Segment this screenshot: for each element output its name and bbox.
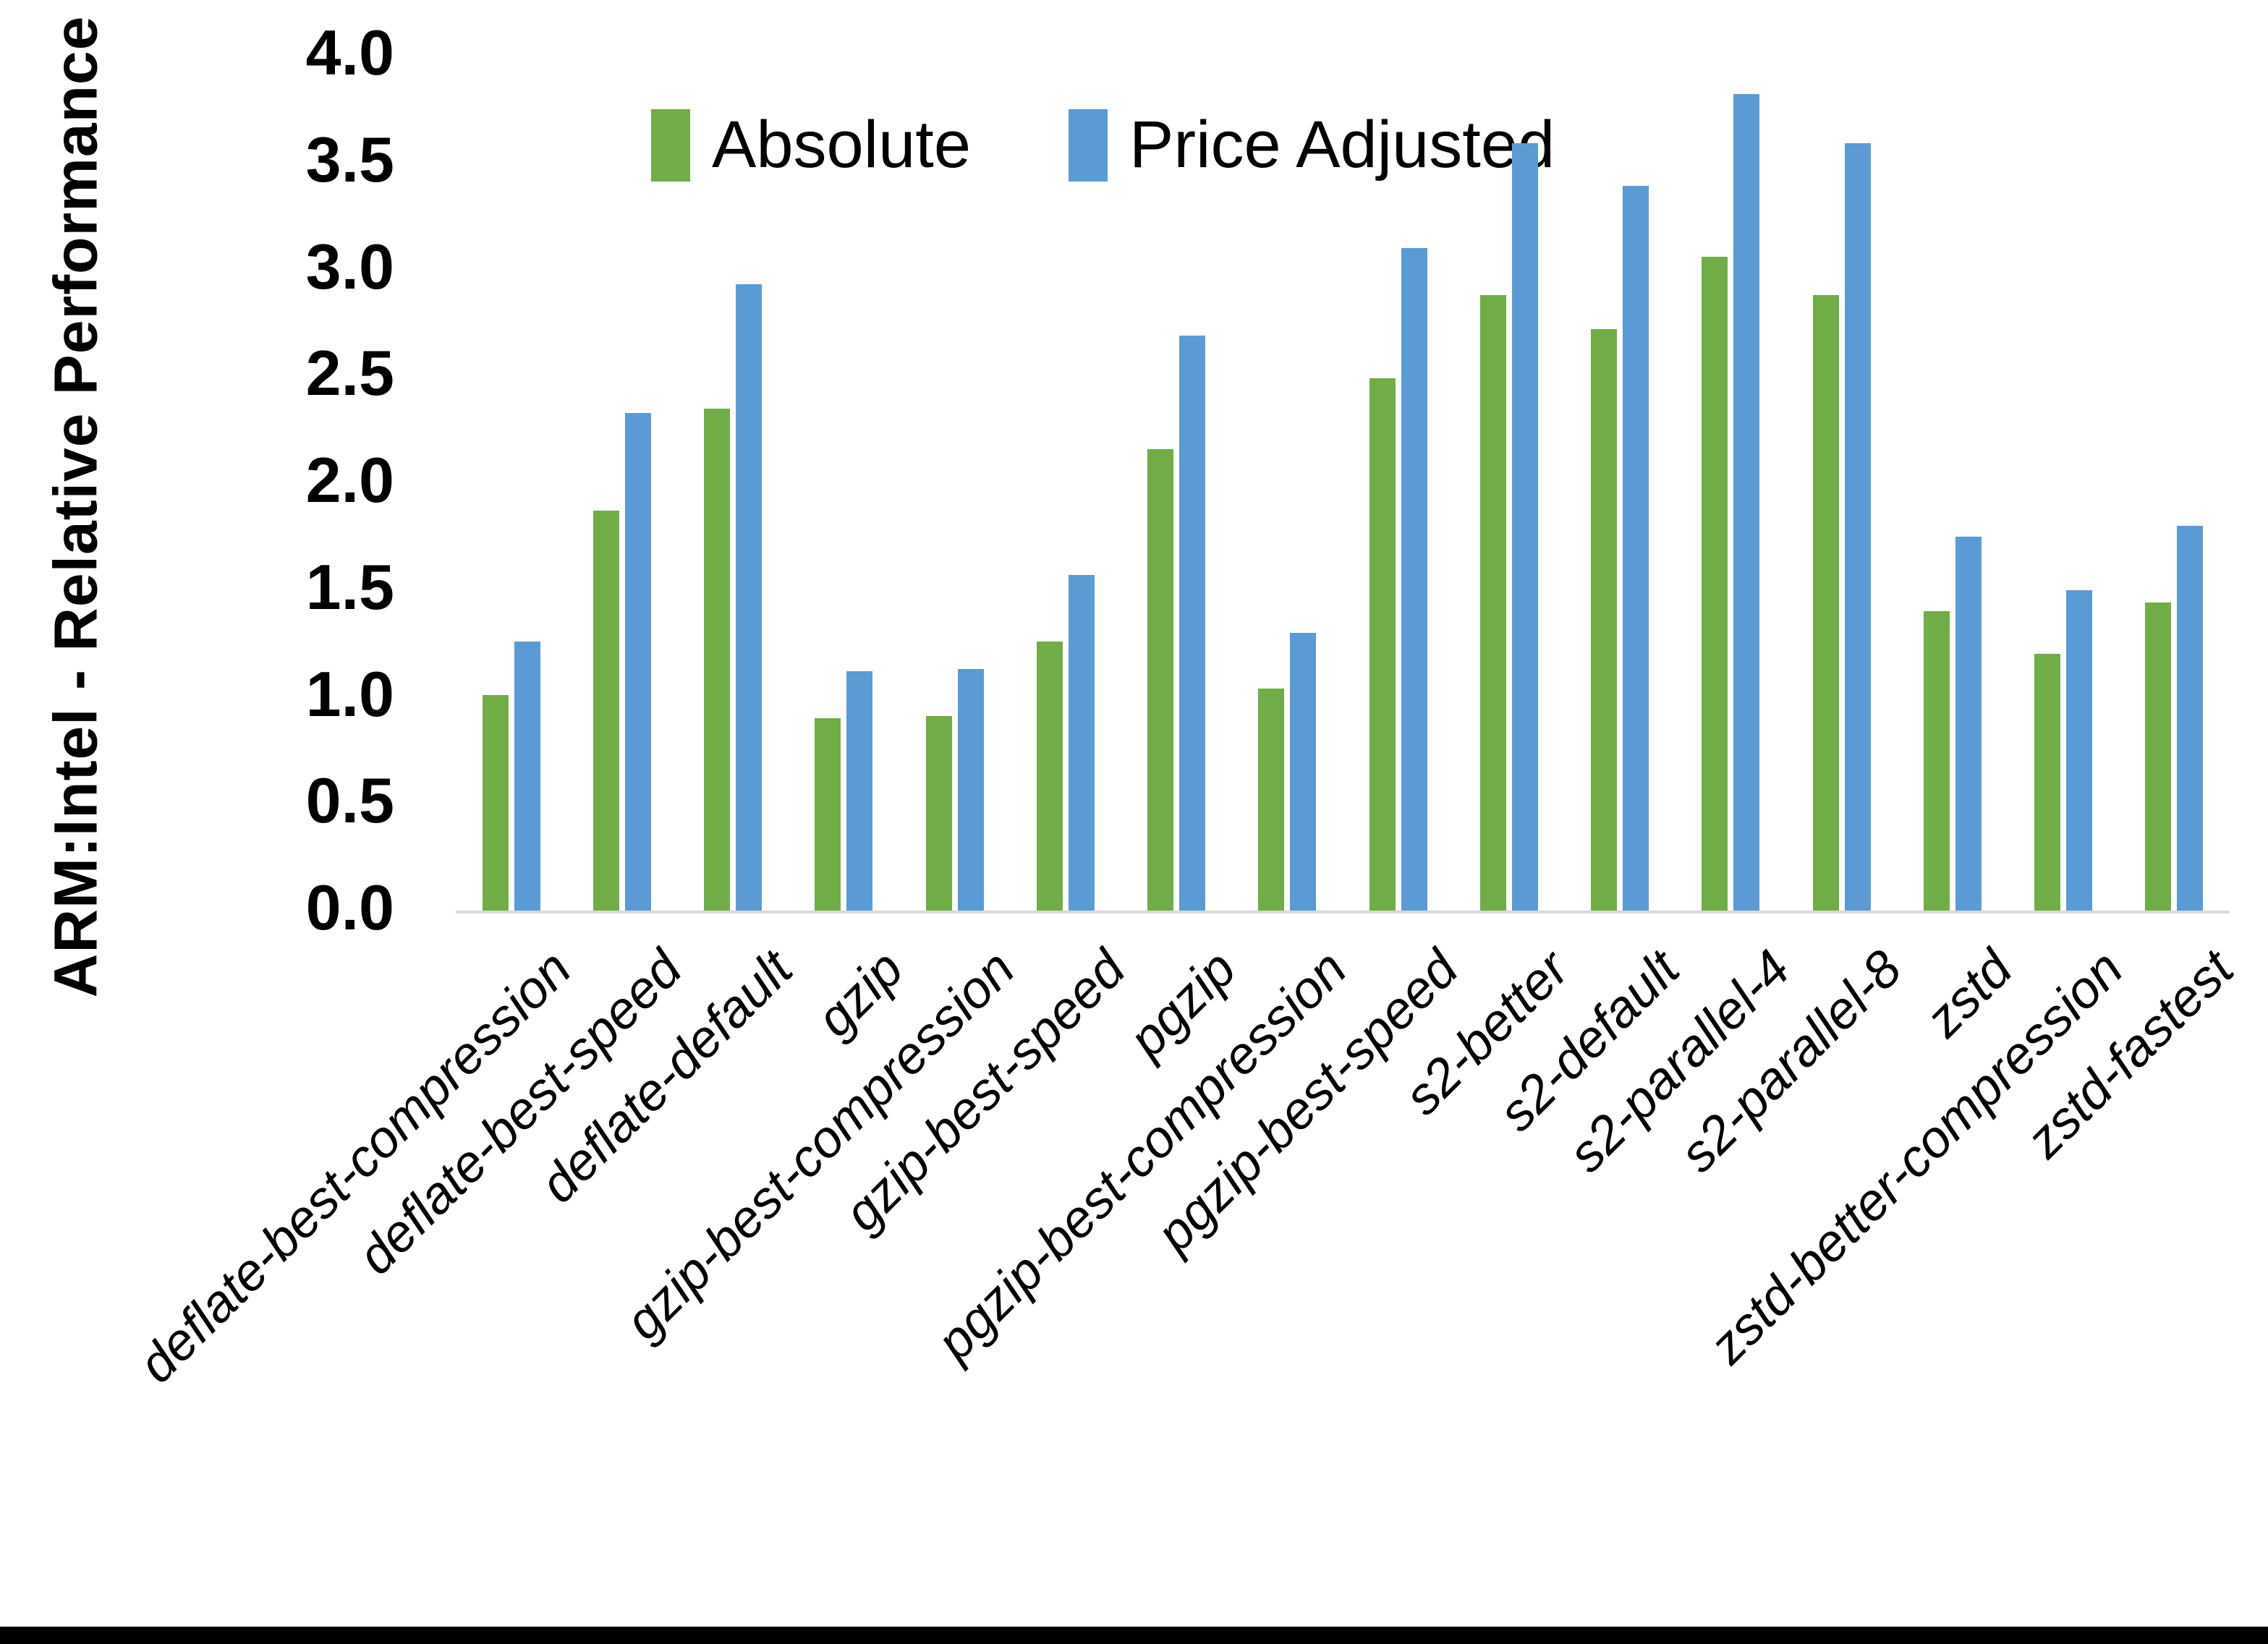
bar-absolute-s2-better: [1479, 294, 1506, 911]
bar-group-deflate-best-speed: [566, 56, 677, 911]
bar-price-adjusted-zstd: [1955, 536, 1982, 911]
bar-group-s2-parallel-4: [1675, 56, 1786, 911]
y-axis-tick-label-1.5: 1.5: [305, 550, 394, 623]
bar-absolute-deflate-default: [704, 408, 731, 911]
bar-group-pgzip-best-speed: [1343, 56, 1453, 911]
bar-absolute-zstd-fastest: [2145, 602, 2172, 911]
y-axis-tick-label-0.5: 0.5: [305, 764, 394, 837]
bar-absolute-s2-parallel-8: [1812, 294, 1839, 911]
bar-group-gzip-best-speed: [1010, 56, 1121, 911]
y-axis-tick-label-3.0: 3.0: [305, 230, 394, 302]
bar-price-adjusted-pgzip-best-compression: [1290, 632, 1317, 911]
legend-label-price-adjusted: Price Adjusted: [1129, 108, 1555, 182]
bar-group-deflate-default: [678, 56, 789, 911]
bar-absolute-zstd-better-compression: [2034, 654, 2061, 911]
legend: Absolute Price Adjusted: [651, 107, 1555, 183]
bar-price-adjusted-s2-default: [1623, 186, 1649, 911]
bar-price-adjusted-deflate-default: [736, 284, 763, 911]
bar-group-pgzip: [1121, 56, 1232, 911]
y-axis-tick-label-1.0: 1.0: [305, 657, 394, 730]
bar-group-gzip: [789, 56, 899, 911]
bar-price-adjusted-s2-parallel-4: [1733, 94, 1760, 911]
bar-price-adjusted-s2-parallel-8: [1844, 143, 1871, 911]
y-axis-tick-label-2.5: 2.5: [305, 337, 394, 409]
bar-absolute-zstd: [1923, 611, 1950, 911]
legend-label-absolute: Absolute: [712, 108, 972, 182]
bar-group-s2-better: [1453, 56, 1564, 911]
bar-group-s2-default: [1565, 56, 1675, 911]
bar-group-deflate-best-compression: [456, 56, 566, 911]
bar-price-adjusted-zstd-fastest: [2177, 526, 2204, 911]
bar-absolute-pgzip: [1147, 448, 1174, 911]
bar-price-adjusted-gzip-best-compression: [957, 669, 984, 911]
bar-group-gzip-best-compression: [899, 56, 1010, 911]
plot-area: [456, 56, 2230, 913]
y-axis-tick-label-4.0: 4.0: [305, 16, 394, 88]
bar-absolute-s2-parallel-4: [1702, 256, 1728, 911]
bar-absolute-deflate-best-speed: [593, 511, 619, 911]
bar-price-adjusted-deflate-best-speed: [624, 412, 651, 911]
legend-marker-absolute: [651, 108, 690, 182]
y-axis-title-text: ARM:Intel - Relative Performance: [41, 15, 110, 997]
bar-absolute-gzip-best-compression: [925, 716, 952, 911]
legend-marker-price-adjusted: [1069, 108, 1108, 182]
bottom-border: [0, 1627, 2268, 1644]
bar-group-pgzip-best-compression: [1232, 56, 1343, 911]
bar-absolute-s2-default: [1591, 329, 1618, 911]
bar-group-zstd-better-compression: [2008, 56, 2119, 911]
bar-group-zstd-fastest: [2119, 56, 2230, 911]
bar-absolute-pgzip-best-speed: [1369, 378, 1396, 911]
bar-price-adjusted-gzip: [846, 671, 873, 911]
bar-price-adjusted-pgzip: [1179, 336, 1206, 911]
y-axis-tick-label-3.5: 3.5: [305, 123, 394, 195]
bar-price-adjusted-pgzip-best-speed: [1401, 247, 1427, 911]
legend-item-absolute: Absolute: [651, 107, 971, 183]
bar-absolute-pgzip-best-compression: [1258, 688, 1285, 911]
bar-price-adjusted-gzip-best-speed: [1068, 575, 1095, 911]
bar-price-adjusted-zstd-better-compression: [2066, 589, 2093, 911]
bar-price-adjusted-s2-better: [1511, 143, 1538, 911]
bar-absolute-deflate-best-compression: [482, 694, 509, 911]
bar-group-s2-parallel-8: [1786, 56, 1897, 911]
y-axis-tick-label-2.0: 2.0: [305, 443, 394, 516]
bar-absolute-gzip: [815, 718, 841, 911]
y-axis-tick-label-0.0: 0.0: [305, 871, 394, 943]
bar-price-adjusted-deflate-best-compression: [514, 641, 540, 911]
bar-group-zstd: [1897, 56, 2008, 911]
bar-absolute-gzip-best-speed: [1036, 641, 1063, 911]
y-axis-title: ARM:Intel - Relative Performance: [11, 0, 141, 1013]
legend-item-price-adjusted: Price Adjusted: [1069, 107, 1555, 183]
